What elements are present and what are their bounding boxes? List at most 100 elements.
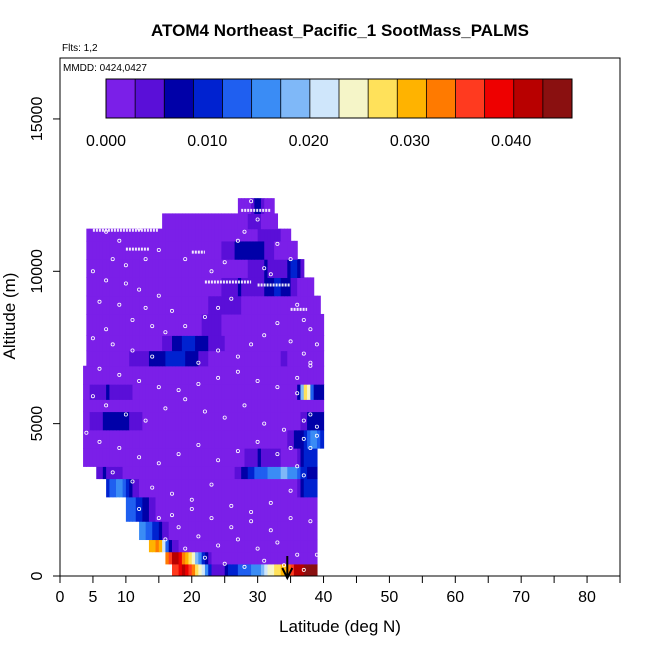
sample-point [110, 342, 115, 347]
heatmap-cell [175, 240, 180, 260]
heatmap-cell [119, 411, 124, 431]
heatmap-cell [237, 240, 242, 260]
heatmap-cell [214, 335, 219, 352]
heatmap-cell [125, 350, 130, 367]
heatmap-cell [257, 228, 262, 242]
sample-point [156, 461, 161, 466]
heatmap-cell [188, 466, 193, 480]
heatmap-cell [277, 496, 282, 522]
sample-point [163, 537, 168, 542]
heatmap-cell [175, 466, 180, 480]
heatmap-cell [109, 411, 114, 431]
heatmap-cell [155, 384, 160, 400]
heatmap-cell [152, 228, 157, 242]
sample-point [130, 317, 135, 322]
heatmap-cell [165, 551, 170, 565]
heatmap-cell [129, 228, 134, 242]
heatmap-cell [270, 448, 275, 467]
x-tick-label: 40 [315, 589, 333, 606]
sample-point [110, 470, 115, 475]
heatmap-cell [86, 350, 91, 367]
heatmap-cell [122, 448, 127, 467]
heatmap-cell [162, 539, 167, 553]
heatmap-cell [198, 496, 203, 522]
heatmap-cell [112, 313, 117, 336]
heatmap-cell [247, 411, 252, 431]
heatmap-cell [287, 259, 292, 278]
heatmap-cell [260, 365, 265, 385]
heatmap-cell [168, 213, 173, 230]
heatmap-cell [251, 335, 255, 352]
heatmap-cell [260, 551, 265, 565]
sample-point [117, 238, 122, 243]
sample-point [176, 525, 181, 530]
heatmap-cell [244, 228, 249, 242]
heatmap-cell [208, 551, 213, 565]
heatmap-cell [112, 277, 117, 297]
heatmap-cell [303, 335, 308, 352]
heatmap-cell [241, 563, 246, 576]
x-tick-label: 20 [183, 589, 201, 606]
heatmap-cell [277, 384, 282, 400]
heatmap-cell [274, 335, 279, 352]
heatmap-cell [158, 448, 163, 467]
heatmap-cell [237, 198, 242, 214]
heatmap-cell [191, 240, 196, 260]
heatmap-cell [201, 384, 206, 400]
heatmap-cell [172, 384, 176, 400]
heatmap-cell [99, 295, 104, 315]
heatmap-cell [185, 313, 190, 336]
date-note: MMDD: 0424,0427 [63, 63, 147, 74]
heatmap-cell [185, 259, 190, 278]
sample-point [176, 388, 181, 393]
sample-point [104, 403, 109, 408]
heatmap-cell [241, 496, 246, 522]
sample-point [130, 479, 135, 484]
heatmap-cell [247, 228, 252, 242]
heatmap-cell [280, 429, 285, 449]
heatmap-cell [214, 448, 219, 467]
heatmap-cell [188, 563, 193, 576]
heatmap-cell [293, 399, 298, 413]
heatmap-cell [158, 228, 163, 242]
heatmap-cell [172, 496, 176, 522]
heatmap-cell [142, 365, 147, 385]
heatmap-cell [178, 213, 183, 230]
heatmap-cell [264, 429, 269, 449]
heatmap-cell [310, 350, 315, 367]
heatmap-cell [198, 448, 203, 467]
heatmap-cell [92, 350, 97, 367]
heatmap-cell [139, 411, 143, 431]
heatmap-cell [297, 466, 302, 480]
sample-point [117, 302, 122, 307]
heatmap-cell [109, 350, 114, 367]
heatmap-cell [191, 365, 196, 385]
heatmap-cell [313, 466, 318, 480]
heatmap-cell [135, 350, 140, 367]
heatmap-cell [175, 350, 180, 367]
heatmap-cell [198, 563, 203, 576]
heatmap-cell [244, 539, 249, 553]
heatmap-cell [208, 399, 213, 413]
heatmap-cell [231, 478, 236, 498]
heatmap-cell [148, 335, 153, 352]
heatmap-cell [148, 539, 153, 553]
heatmap-cell [224, 399, 229, 413]
heatmap-cell [234, 259, 239, 278]
heatmap-cell [116, 313, 120, 336]
heatmap-cell [231, 350, 236, 367]
heatmap-cell [198, 350, 203, 367]
heatmap-cell [165, 335, 170, 352]
heatmap-cell [277, 448, 282, 467]
heatmap-cell [165, 228, 170, 242]
heatmap-cell [175, 429, 180, 449]
x-axis-label: Latitude (deg N) [279, 617, 401, 636]
heatmap-cell [224, 496, 229, 522]
heatmap-cell [145, 496, 150, 522]
heatmap-cell [204, 466, 209, 480]
heatmap-cell [201, 496, 206, 522]
heatmap-cell [172, 240, 176, 260]
heatmap-cell [277, 466, 282, 480]
heatmap-cell [310, 429, 315, 449]
